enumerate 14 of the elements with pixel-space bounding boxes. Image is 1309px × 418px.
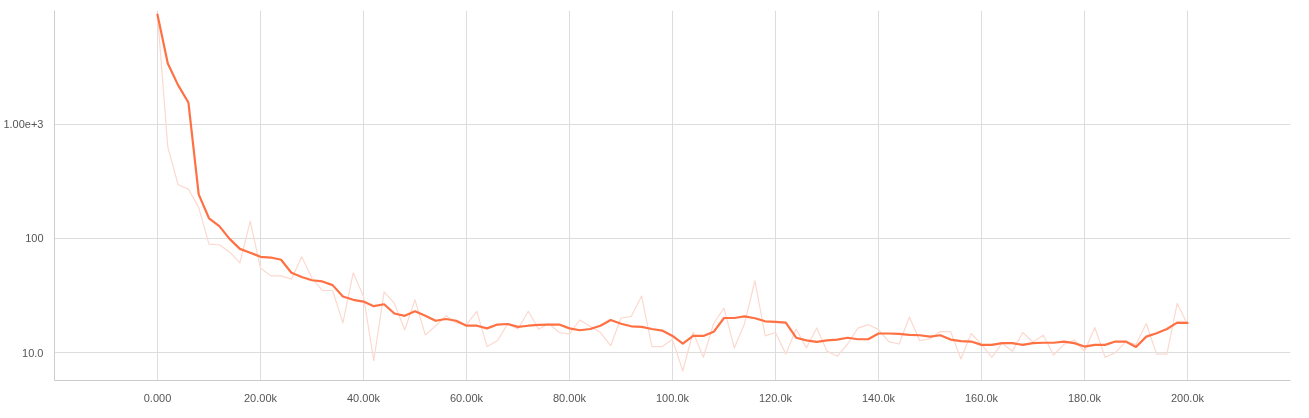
x-tick-label: 80.00k — [552, 391, 587, 404]
x-tick-label: 60.00k — [449, 391, 484, 404]
x-tick-label: 160.0k — [964, 391, 999, 404]
x-tick-label: 100.0k — [655, 391, 690, 404]
x-tick-label: 40.00k — [346, 391, 381, 404]
x-tick-label: 0.000 — [143, 391, 172, 404]
y-tick-label: 100 — [25, 232, 44, 245]
x-tick-label: 180.0k — [1067, 391, 1102, 404]
x-tick-label: 200.0k — [1170, 391, 1205, 404]
x-tick-label: 120.0k — [758, 391, 793, 404]
y-tick-label: 10.0 — [22, 346, 44, 359]
x-tick-label: 20.00k — [243, 391, 278, 404]
x-tick-label: 140.0k — [861, 391, 896, 404]
y-tick-label: 1.00e+3 — [3, 118, 44, 131]
